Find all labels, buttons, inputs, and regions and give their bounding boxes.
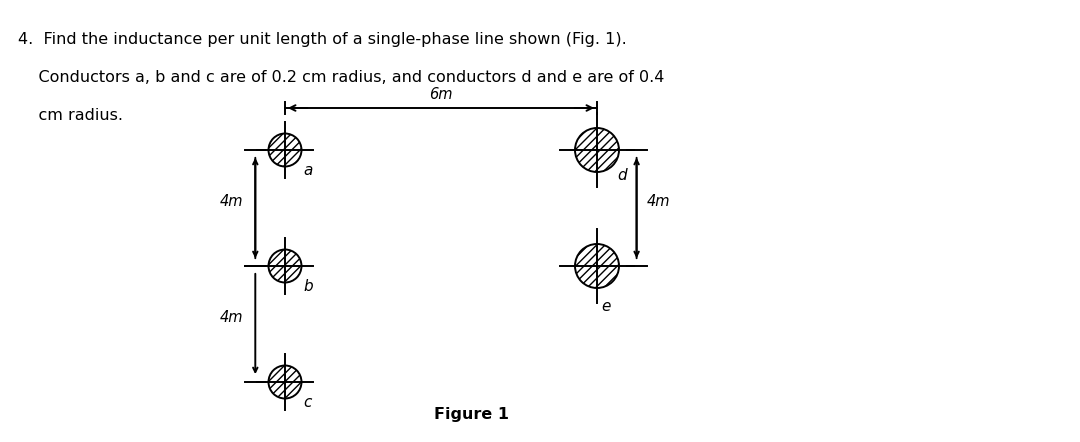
Text: b: b bbox=[303, 279, 313, 294]
Text: 4m: 4m bbox=[220, 194, 243, 209]
Text: a: a bbox=[303, 163, 312, 178]
Text: 4.  Find the inductance per unit length of a single-phase line shown (Fig. 1).: 4. Find the inductance per unit length o… bbox=[18, 32, 626, 47]
Text: d: d bbox=[617, 168, 626, 183]
Circle shape bbox=[269, 366, 301, 399]
Circle shape bbox=[269, 133, 301, 167]
Circle shape bbox=[575, 244, 619, 288]
Text: 4m: 4m bbox=[647, 194, 670, 209]
Text: Conductors a, b and c are of 0.2 cm radius, and conductors d and e are of 0.4: Conductors a, b and c are of 0.2 cm radi… bbox=[18, 70, 664, 85]
Text: e: e bbox=[602, 299, 611, 314]
Circle shape bbox=[575, 128, 619, 172]
Text: cm radius.: cm radius. bbox=[18, 108, 123, 123]
Text: c: c bbox=[303, 395, 311, 410]
Text: 6m: 6m bbox=[429, 87, 453, 102]
Circle shape bbox=[269, 249, 301, 282]
Text: 4m: 4m bbox=[220, 309, 243, 324]
Text: Figure 1: Figure 1 bbox=[433, 407, 509, 422]
